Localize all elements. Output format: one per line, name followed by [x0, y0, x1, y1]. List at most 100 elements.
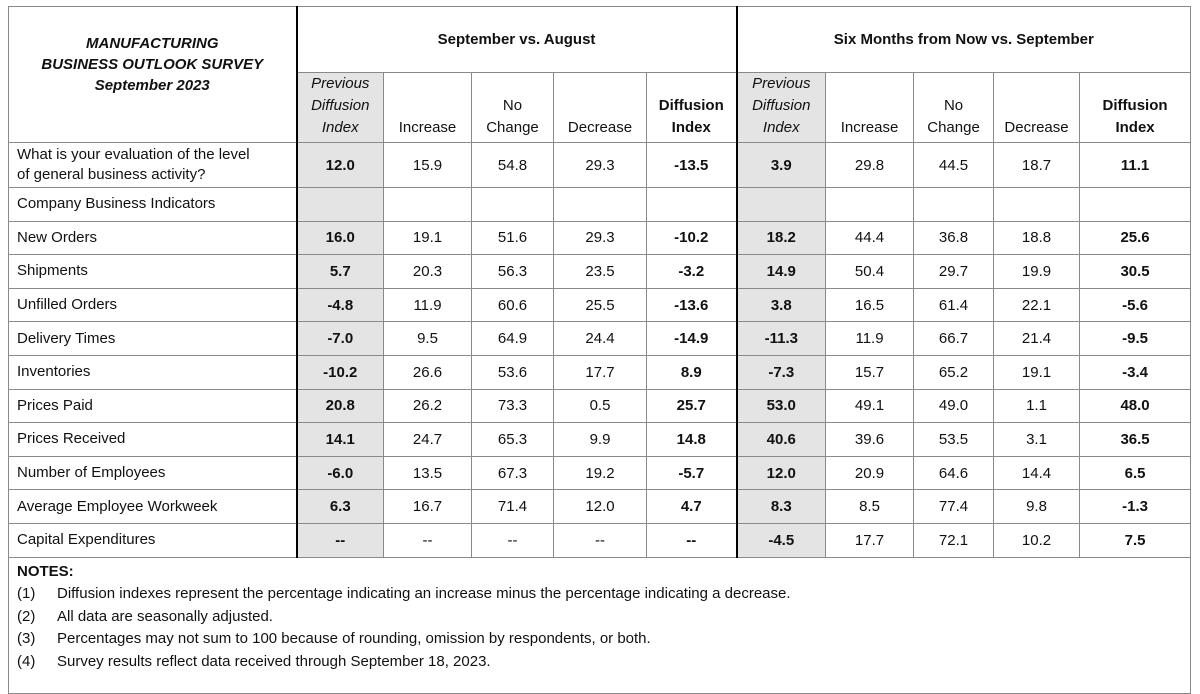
data-cell: 60.6: [471, 287, 554, 323]
data-cell: 14.4: [993, 455, 1081, 491]
data-row: Number of Employees -6.0 13.5 67.3 19.2 -5.7 1…: [8, 455, 1192, 491]
group-header: Six Months from Now vs. September: [735, 6, 1192, 73]
text-line: No: [502, 97, 523, 114]
data-cell: 18.7: [993, 142, 1081, 188]
text-line: Diffusion: [311, 97, 370, 114]
data-cell: -4.8: [295, 287, 384, 323]
data-cell: 20.3: [383, 254, 472, 289]
data-cell: -5.7: [645, 455, 738, 491]
column-header: Diffusion Index: [645, 72, 738, 143]
data-cell: 36.5: [1079, 422, 1192, 457]
row-label: What is your evaluation of the level of g…: [8, 142, 297, 188]
data-cell: 53.0: [735, 388, 827, 424]
text-line: Unfilled Orders: [17, 296, 118, 314]
column-header: Decrease: [993, 72, 1081, 143]
data-cell: 8.3: [735, 489, 827, 524]
row-label: Delivery Times: [8, 321, 297, 356]
text-line: No: [943, 97, 964, 114]
data-cell: 19.1: [993, 354, 1081, 390]
row-label: Inventories: [8, 354, 297, 390]
text-line: Increase: [398, 119, 457, 136]
data-cell: [471, 187, 554, 222]
data-cell: [383, 187, 472, 222]
text-line: MANUFACTURING: [86, 35, 219, 52]
data-cell: -5.6: [1079, 287, 1192, 323]
data-cell: 20.9: [825, 455, 915, 491]
data-cell: 73.3: [471, 388, 554, 424]
note-number: (4): [17, 652, 36, 670]
data-row: Inventories -10.2 26.6 53.6 17.7 8.9 -7.3 15.7 6…: [8, 354, 1192, 390]
data-cell: 30.5: [1079, 254, 1192, 289]
column-header-row: Previous Diffusion Index Increase No Change De…: [9, 72, 1192, 143]
text-line: Decrease: [567, 119, 633, 136]
data-cell: 12.0: [295, 142, 384, 188]
data-cell: 71.4: [471, 489, 554, 524]
data-cell: 51.6: [471, 220, 554, 256]
data-cell: 11.9: [383, 287, 472, 323]
data-cell: 23.5: [553, 254, 647, 289]
text-line: Index: [1115, 119, 1155, 136]
data-cell: --: [471, 522, 554, 558]
data-cell: 14.8: [645, 422, 738, 457]
data-cell: [645, 187, 738, 222]
data-row: Average Employee Workweek 6.3 16.7 71.4 12.0…: [8, 489, 1192, 524]
data-cell: 8.9: [645, 354, 738, 390]
data-cell: 53.6: [471, 354, 554, 390]
data-cell: 64.6: [913, 455, 995, 491]
data-cell: 20.8: [295, 388, 384, 424]
data-cell: 72.1: [913, 522, 995, 558]
data-cell: 5.7: [295, 254, 384, 289]
title-cell: MANUFACTURING BUSINESS OUTLOOK SURVEY Sept…: [8, 6, 297, 143]
data-cell: 53.5: [913, 422, 995, 457]
note-text: Survey results reflect data received thr…: [57, 652, 491, 670]
text-line: Previous: [752, 75, 811, 92]
data-cell: -3.2: [645, 254, 738, 289]
group-header: September vs. August: [295, 6, 738, 73]
data-cell: 22.1: [993, 287, 1081, 323]
data-cell: 50.4: [825, 254, 915, 289]
note-number: (2): [17, 607, 36, 625]
data-cell: 0.5: [553, 388, 647, 424]
survey-table: MANUFACTURING BUSINESS OUTLOOK SURVEY Sept…: [7, 6, 1192, 694]
header-row: MANUFACTURING BUSINESS OUTLOOK SURVEY Sept…: [8, 6, 1192, 143]
data-cell: -6.0: [295, 455, 384, 491]
text-line: Shipments: [17, 262, 88, 280]
data-cell: 11.9: [825, 321, 915, 356]
text-line: New Orders: [17, 228, 98, 246]
column-header: Decrease: [553, 72, 647, 143]
data-cell: 14.1: [295, 422, 384, 457]
notes-title: NOTES:: [17, 562, 74, 580]
text-line: Prices Paid: [17, 396, 93, 414]
data-cell: 29.7: [913, 254, 995, 289]
note: (1) Diffusion indexes represent the perce…: [17, 583, 1182, 606]
column-header: Previous Diffusion Index: [735, 72, 827, 143]
text-line: September 2023: [94, 77, 210, 94]
data-cell: 25.6: [1079, 220, 1192, 256]
text-line: Prices Received: [17, 430, 126, 448]
data-cell: [295, 187, 384, 222]
text-line: Average Employee Workweek: [17, 497, 218, 515]
data-cell: 29.3: [553, 142, 647, 188]
data-cell: 9.8: [993, 489, 1081, 524]
data-cell: 4.7: [645, 489, 738, 524]
data-cell: [553, 187, 647, 222]
text-line: BUSINESS OUTLOOK SURVEY: [41, 56, 264, 73]
data-cell: 9.9: [553, 422, 647, 457]
data-cell: --: [553, 522, 647, 558]
data-cell: 15.7: [825, 354, 915, 390]
data-cell: 29.8: [825, 142, 915, 188]
data-cell: [993, 187, 1081, 222]
data-cell: 7.5: [1079, 522, 1192, 558]
column-header: Diffusion Index: [1079, 72, 1192, 143]
row-label: Company Business Indicators: [8, 187, 297, 222]
data-cell: 65.3: [471, 422, 554, 457]
data-row: New Orders 16.0 19.1 51.6 29.3 -10.2 18.2 44.4 3…: [8, 220, 1192, 256]
data-row: Shipments 5.7 20.3 56.3 23.5 -3.2 14.9 50.4 29.7…: [8, 254, 1192, 289]
data-cell: [735, 187, 827, 222]
data-cell: 3.9: [735, 142, 827, 188]
data-cell: 65.2: [913, 354, 995, 390]
text-line: Delivery Times: [17, 329, 116, 347]
data-cell: 3.8: [735, 287, 827, 323]
data-cell: 26.6: [383, 354, 472, 390]
data-cell: --: [383, 522, 472, 558]
